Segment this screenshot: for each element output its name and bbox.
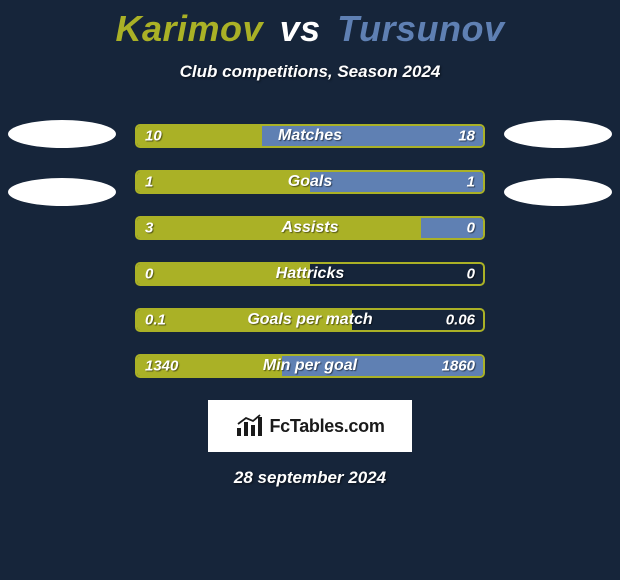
player1-value: 3 xyxy=(145,220,153,237)
logo-text: FcTables.com xyxy=(269,416,384,437)
vs-label: vs xyxy=(280,8,321,49)
player2-value: 1 xyxy=(467,174,475,191)
player1-avatar-placeholder xyxy=(8,120,116,206)
logo-box: FcTables.com xyxy=(208,400,412,452)
player2-fill xyxy=(310,172,483,192)
stat-bar: 0 0 Hattricks xyxy=(135,262,485,286)
stat-label: Matches xyxy=(278,127,342,145)
stat-label: Goals xyxy=(288,173,332,191)
player2-value: 0.06 xyxy=(446,312,475,329)
player1-value: 10 xyxy=(145,128,162,145)
player1-value: 0 xyxy=(145,266,153,283)
player2-avatar-placeholder xyxy=(504,120,612,206)
player2-name: Tursunov xyxy=(337,8,504,49)
oval-shape xyxy=(504,178,612,206)
player1-fill xyxy=(137,172,310,192)
stat-label: Min per goal xyxy=(263,357,357,375)
player1-name: Karimov xyxy=(116,8,264,49)
oval-shape xyxy=(504,120,612,148)
oval-shape xyxy=(8,178,116,206)
bar-chart-icon xyxy=(235,414,265,438)
stat-bar: 1 1 Goals xyxy=(135,170,485,194)
player2-value: 0 xyxy=(467,266,475,283)
stat-bar: 0.1 0.06 Goals per match xyxy=(135,308,485,332)
stat-label: Assists xyxy=(282,219,339,237)
stat-bar: 1340 1860 Min per goal xyxy=(135,354,485,378)
comparison-title: Karimov vs Tursunov xyxy=(0,0,620,50)
player1-fill xyxy=(137,218,421,238)
player1-value: 1340 xyxy=(145,358,178,375)
stat-bar: 3 0 Assists xyxy=(135,216,485,240)
oval-shape xyxy=(8,120,116,148)
player2-value: 0 xyxy=(467,220,475,237)
player1-value: 0.1 xyxy=(145,312,166,329)
date-label: 28 september 2024 xyxy=(0,468,620,488)
comparison-bars: 10 18 Matches 1 1 Goals 3 0 Assists 0 0 Hattricks 0.… xyxy=(135,124,485,378)
stat-bar: 10 18 Matches xyxy=(135,124,485,148)
player1-value: 1 xyxy=(145,174,153,191)
subtitle: Club competitions, Season 2024 xyxy=(0,62,620,82)
stat-label: Goals per match xyxy=(247,311,372,329)
stat-label: Hattricks xyxy=(276,265,344,283)
player2-value: 18 xyxy=(458,128,475,145)
player2-value: 1860 xyxy=(442,358,475,375)
